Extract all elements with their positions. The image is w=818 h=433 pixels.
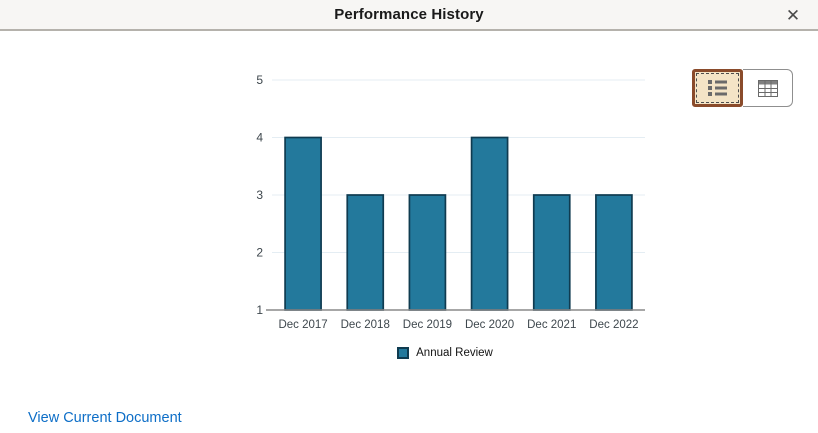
list-view-icon xyxy=(707,80,727,96)
y-tick-label: 3 xyxy=(256,188,263,202)
view-toggle-group xyxy=(692,69,793,107)
chart-bar xyxy=(408,194,447,311)
table-view-icon xyxy=(757,79,778,97)
performance-chart: 1 2 3 4 5 Dec 2017 Dec 2018 Dec 2019 Dec 2020 Dec… xyxy=(235,68,655,359)
x-tick-label: Dec 2020 xyxy=(465,319,514,331)
x-tick-label: Dec 2018 xyxy=(341,319,390,331)
chart-bar xyxy=(346,194,385,311)
x-tick-label: Dec 2021 xyxy=(527,319,576,331)
legend-swatch xyxy=(397,347,410,359)
dialog-title: Performance History xyxy=(334,6,484,23)
view-current-document-link[interactable]: View Current Document xyxy=(28,410,182,426)
y-tick-label: 1 xyxy=(256,303,263,317)
list-view-button[interactable] xyxy=(692,69,743,107)
chart-legend: Annual Review xyxy=(235,347,655,359)
chart-bar xyxy=(284,136,322,311)
close-button[interactable]: ✕ xyxy=(779,2,807,30)
table-view-button[interactable] xyxy=(743,69,793,107)
legend-label: Annual Review xyxy=(416,347,493,359)
close-icon: ✕ xyxy=(785,6,801,25)
chart-bar xyxy=(595,194,633,311)
bar-chart-canvas: 1 2 3 4 5 Dec 2017 Dec 2018 Dec 2019 Dec 2020 Dec… xyxy=(256,73,645,331)
x-tick-label: Dec 2022 xyxy=(589,319,638,331)
chart-bar xyxy=(470,136,509,311)
x-tick-label: Dec 2019 xyxy=(403,319,452,331)
y-tick-label: 2 xyxy=(256,246,263,260)
y-tick-label: 4 xyxy=(256,131,263,145)
dialog-header: Performance History ✕ xyxy=(0,0,818,31)
y-tick-label: 5 xyxy=(256,73,263,87)
chart-bar xyxy=(532,194,571,311)
x-tick-label: Dec 2017 xyxy=(278,319,327,331)
